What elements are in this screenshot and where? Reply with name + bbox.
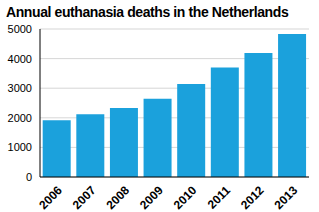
svg-text:4000: 4000: [8, 53, 32, 65]
svg-text:2011: 2011: [205, 183, 234, 212]
svg-text:2009: 2009: [137, 183, 166, 212]
svg-text:2010: 2010: [171, 183, 200, 212]
svg-text:2008: 2008: [103, 183, 132, 212]
svg-text:0: 0: [26, 171, 32, 183]
svg-text:3000: 3000: [8, 82, 32, 94]
svg-text:2013: 2013: [272, 183, 301, 212]
svg-text:1000: 1000: [8, 141, 32, 153]
svg-text:2012: 2012: [238, 183, 267, 212]
svg-text:2000: 2000: [8, 112, 32, 124]
svg-text:2007: 2007: [70, 183, 99, 212]
html-text:Annual euthanasia deaths in th: Annual euthanasia deaths in the Netherla…: [6, 4, 289, 20]
svg-text:5000: 5000: [8, 23, 32, 35]
svg-text:2006: 2006: [36, 183, 65, 212]
